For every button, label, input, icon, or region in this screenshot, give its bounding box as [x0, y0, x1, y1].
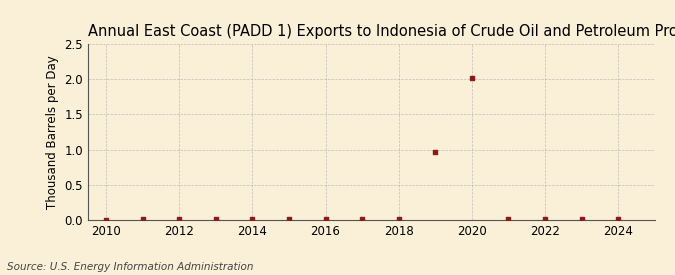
Y-axis label: Thousand Barrels per Day: Thousand Barrels per Day [46, 55, 59, 209]
Point [247, 217, 258, 221]
Point [101, 218, 111, 222]
Point [466, 76, 477, 80]
Point [356, 217, 367, 221]
Point [613, 217, 624, 221]
Text: Annual East Coast (PADD 1) Exports to Indonesia of Crude Oil and Petroleum Produ: Annual East Coast (PADD 1) Exports to In… [88, 24, 675, 39]
Point [503, 217, 514, 221]
Point [539, 217, 550, 221]
Point [430, 150, 441, 154]
Point [576, 217, 587, 221]
Point [137, 217, 148, 221]
Point [394, 217, 404, 221]
Point [173, 217, 184, 221]
Point [211, 217, 221, 221]
Point [284, 217, 294, 221]
Point [320, 217, 331, 221]
Text: Source: U.S. Energy Information Administration: Source: U.S. Energy Information Administ… [7, 262, 253, 272]
